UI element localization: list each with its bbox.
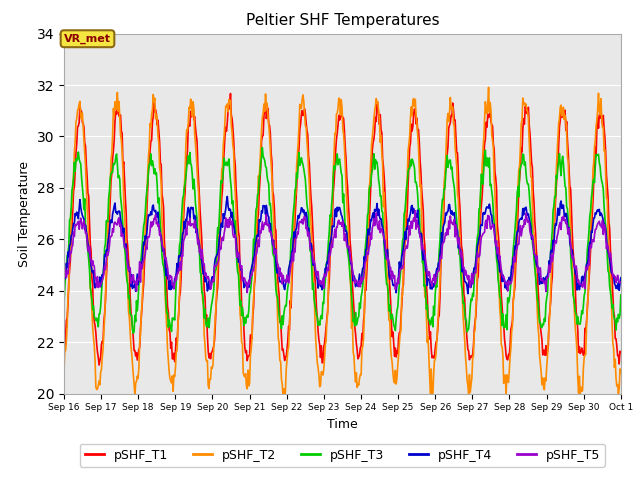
pSHF_T4 <box>427 286 435 291</box>
pSHF_T4 <box>464 291 472 297</box>
pSHF_T3 <box>495 283 503 288</box>
pSHF_T1 <box>428 346 435 352</box>
pSHF_T5 <box>236 262 244 267</box>
pSHF_T2 <box>196 246 204 252</box>
pSHF_T4 <box>495 260 503 266</box>
pSHF_T2 <box>427 392 435 398</box>
pSHF_T1 <box>218 195 225 201</box>
Line: pSHF_T2: pSHF_T2 <box>64 87 621 400</box>
pSHF_T5 <box>564 226 572 231</box>
pSHF_T5 <box>217 246 225 252</box>
pSHF_T5 <box>428 279 435 285</box>
Line: pSHF_T3: pSHF_T3 <box>64 148 621 333</box>
pSHF_T3 <box>259 145 266 151</box>
pSHF_T1 <box>495 240 503 245</box>
pSHF_T1 <box>227 91 234 96</box>
pSHF_T3 <box>237 298 244 304</box>
Y-axis label: Soil Temperature: Soil Temperature <box>18 161 31 266</box>
pSHF_T2 <box>281 397 289 403</box>
pSHF_T1 <box>238 301 246 307</box>
Line: pSHF_T1: pSHF_T1 <box>64 94 621 365</box>
pSHF_T3 <box>218 180 225 186</box>
pSHF_T5 <box>412 208 419 214</box>
pSHF_T1 <box>197 223 205 228</box>
pSHF_T4 <box>564 221 572 227</box>
Legend: pSHF_T1, pSHF_T2, pSHF_T3, pSHF_T4, pSHF_T5: pSHF_T1, pSHF_T2, pSHF_T3, pSHF_T4, pSHF… <box>80 444 605 467</box>
pSHF_T2 <box>495 282 503 288</box>
Text: VR_met: VR_met <box>64 34 111 44</box>
pSHF_T1 <box>564 137 572 143</box>
pSHF_T3 <box>60 302 68 308</box>
pSHF_T2 <box>236 310 244 316</box>
pSHF_T4 <box>196 250 204 255</box>
pSHF_T2 <box>60 369 68 375</box>
pSHF_T1 <box>60 347 68 352</box>
Title: Peltier SHF Temperatures: Peltier SHF Temperatures <box>246 13 439 28</box>
pSHF_T2 <box>564 154 572 160</box>
pSHF_T5 <box>243 290 251 296</box>
pSHF_T3 <box>428 316 435 322</box>
pSHF_T5 <box>617 279 625 285</box>
pSHF_T1 <box>95 362 103 368</box>
pSHF_T4 <box>223 193 231 199</box>
pSHF_T4 <box>617 275 625 281</box>
pSHF_T5 <box>60 277 68 283</box>
Line: pSHF_T5: pSHF_T5 <box>64 211 621 293</box>
pSHF_T5 <box>495 256 503 262</box>
pSHF_T2 <box>217 191 225 197</box>
pSHF_T4 <box>237 267 244 273</box>
pSHF_T1 <box>617 350 625 356</box>
pSHF_T2 <box>617 370 625 376</box>
pSHF_T5 <box>196 246 204 252</box>
pSHF_T4 <box>60 275 68 280</box>
pSHF_T3 <box>197 272 205 277</box>
pSHF_T3 <box>564 206 572 212</box>
pSHF_T4 <box>217 222 225 228</box>
Line: pSHF_T4: pSHF_T4 <box>64 196 621 294</box>
pSHF_T3 <box>617 292 625 298</box>
pSHF_T3 <box>129 330 137 336</box>
X-axis label: Time: Time <box>327 418 358 431</box>
pSHF_T2 <box>484 84 492 90</box>
